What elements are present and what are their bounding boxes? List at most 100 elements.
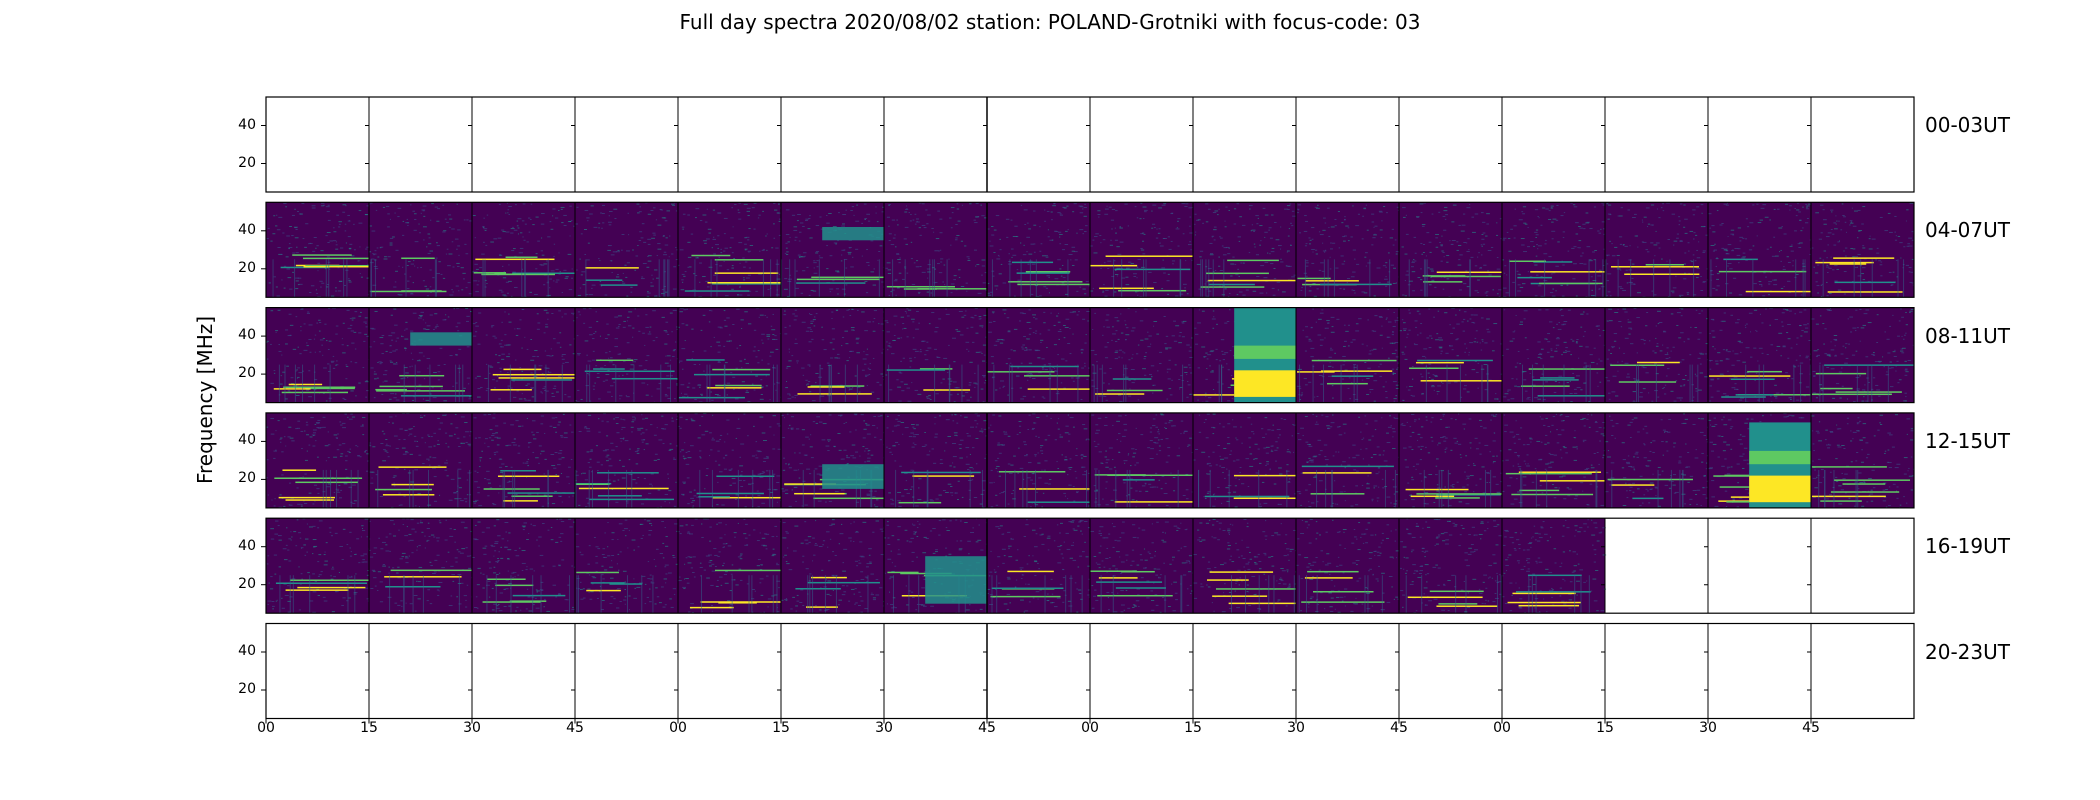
noise-speck [1909,281,1912,283]
noise-speck [1408,309,1410,311]
burst-streak [1521,364,1523,403]
noise-speck [1760,207,1765,209]
noise-speck [823,349,827,351]
noise-speck [1206,358,1209,360]
noise-speck [840,260,843,262]
noise-speck [743,277,745,279]
noise-speck [414,265,416,267]
spectrum-panel [1086,97,1091,192]
noise-speck [927,264,931,266]
noise-speck [1786,256,1789,258]
noise-speck [1077,311,1080,313]
noise-speck [1468,351,1470,353]
noise-speck [1725,204,1729,206]
noise-speck [1727,236,1729,238]
noise-speck [1144,338,1149,340]
noise-speck [404,273,406,275]
noise-speck [1589,260,1593,262]
noise-speck [1578,357,1580,359]
noise-speck [692,351,694,353]
noise-speck [1492,340,1495,342]
noise-speck [347,327,352,329]
noise-speck [1299,399,1302,401]
noise-speck [1479,342,1481,344]
noise-speck [745,391,750,393]
noise-speck [785,247,788,249]
noise-speck [1119,267,1124,269]
noise-speck [1115,330,1118,332]
noise-speck [1742,237,1745,239]
noise-speck [777,382,780,384]
noise-speck [950,207,955,209]
noise-speck [934,331,938,333]
noise-speck [1867,280,1871,282]
noise-speck [442,231,446,233]
noise-speck [1392,282,1396,284]
noise-speck [736,347,739,349]
burst-streak [723,364,725,403]
noise-speck [1537,216,1539,218]
noise-speck [558,252,560,254]
noise-speck [1173,320,1177,322]
noise-speck [1217,214,1219,216]
noise-speck [622,282,626,284]
noise-speck [1619,269,1622,271]
noise-speck [742,257,745,259]
noise-speck [984,379,987,381]
noise-speck [357,260,360,262]
noise-speck [1264,231,1268,233]
noise-speck [987,294,992,296]
noise-speck [588,308,592,310]
noise-speck [1496,222,1498,224]
noise-speck [1411,261,1415,263]
interference-line [305,264,375,267]
noise-speck [1214,210,1219,212]
noise-speck [1555,265,1559,267]
noise-speck [373,378,377,380]
noise-speck [555,268,559,270]
noise-speck [699,220,703,222]
noise-speck [1597,385,1599,387]
noise-speck [305,223,309,225]
noise-speck [688,266,692,268]
burst-streak [1212,259,1214,298]
burst-streak [545,364,547,403]
noise-speck [758,273,763,275]
spectrum-panel [266,307,371,403]
noise-speck [326,283,329,285]
noise-speck [951,337,956,339]
noise-speck [1569,392,1573,394]
noise-speck [1430,270,1434,272]
noise-speck [1513,237,1516,239]
noise-speck [866,249,869,251]
noise-speck [956,330,961,332]
interference-line [1227,259,1279,262]
noise-speck [918,227,921,229]
noise-speck [372,284,377,286]
noise-speck [717,351,721,353]
noise-speck [1692,238,1695,240]
noise-speck [330,360,335,362]
noise-speck [828,213,832,215]
noise-speck [1585,346,1589,348]
noise-speck [1043,364,1046,366]
noise-speck [956,208,960,210]
noise-speck [1732,277,1737,279]
noise-speck [869,363,871,365]
noise-speck [1393,400,1396,402]
noise-speck [1308,290,1312,292]
noise-speck [759,314,764,316]
noise-speck [888,204,890,206]
noise-speck [508,353,511,355]
noise-speck [1221,383,1224,385]
noise-speck [1206,281,1211,283]
noise-speck [915,266,920,268]
noise-speck [1007,330,1011,332]
noise-speck [750,371,752,373]
noise-speck [398,294,403,296]
noise-speck [390,361,394,363]
noise-speck [1109,244,1114,246]
noise-speck [1723,248,1728,250]
noise-speck [413,213,417,215]
noise-speck [1498,289,1502,291]
